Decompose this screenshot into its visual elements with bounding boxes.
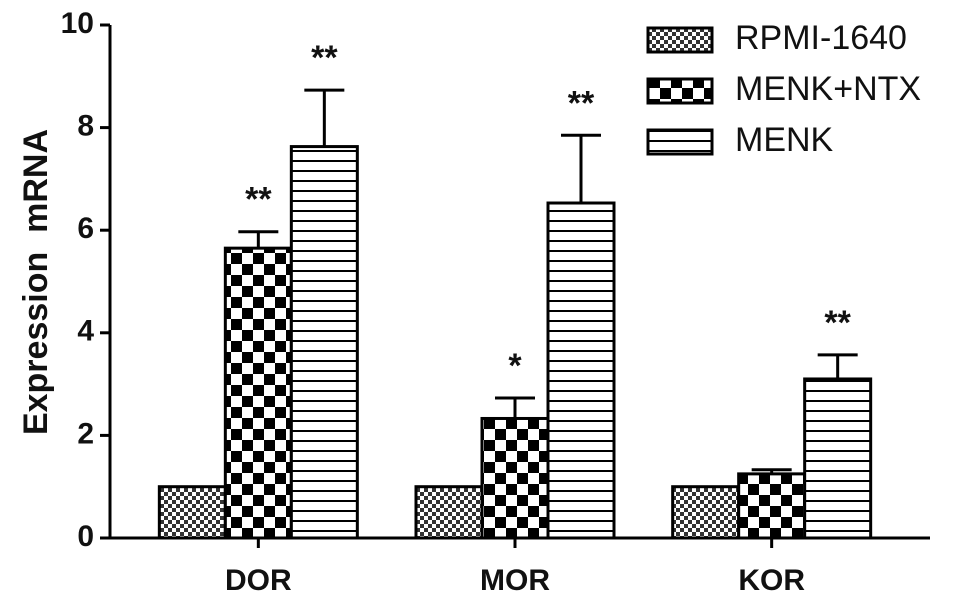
significance-label: ** [824, 304, 851, 342]
x-tick-label: KOR [738, 564, 805, 597]
bar [546, 201, 616, 540]
y-tick-label: 4 [77, 315, 94, 348]
bar [480, 416, 550, 540]
bar [223, 246, 293, 540]
x-tick-label: MOR [480, 564, 550, 597]
y-tick-label: 10 [61, 7, 94, 40]
legend-swatch [646, 77, 714, 105]
legend-label: MENK [735, 121, 834, 159]
significance-label: ** [311, 39, 338, 77]
legend-label: RPMI-1640 [735, 19, 907, 57]
legend-label: MENK+NTX [735, 70, 921, 108]
bar [289, 145, 359, 540]
y-axis-label: Expression mRNA [17, 129, 55, 435]
y-tick-label: 6 [77, 212, 94, 245]
y-tick-label: 0 [77, 520, 94, 553]
legend-swatch [646, 128, 714, 156]
error-bar [304, 88, 345, 147]
bar [414, 485, 484, 540]
bar [157, 485, 227, 540]
error-bar [561, 133, 601, 204]
error-bar [817, 353, 858, 379]
y-tick-label: 8 [77, 110, 94, 143]
significance-label: ** [568, 84, 595, 122]
significance-label: * [508, 347, 522, 385]
error-bar [238, 230, 279, 249]
bar [671, 485, 741, 540]
x-tick-label: DOR [225, 564, 292, 597]
bar [803, 377, 873, 540]
significance-label: ** [245, 181, 272, 219]
y-tick-label: 2 [77, 417, 94, 450]
error-bar [495, 396, 535, 419]
bar [737, 472, 807, 540]
legend-swatch [646, 26, 714, 54]
